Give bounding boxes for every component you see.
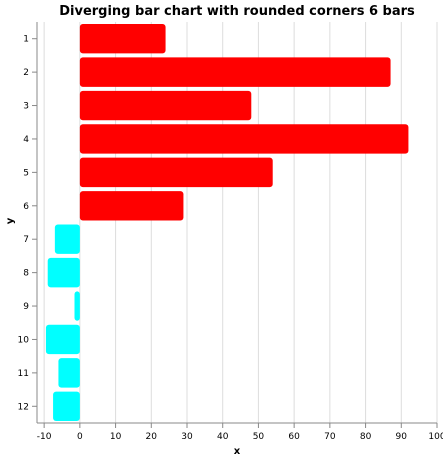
y-tick-label: 5	[23, 168, 29, 178]
bar	[79, 57, 391, 87]
bar	[47, 257, 80, 288]
y-tick-label: 8	[23, 269, 29, 279]
x-tick-label: 10	[110, 432, 122, 442]
y-tick-label: 3	[23, 102, 29, 112]
y-tick-label: 2	[23, 68, 29, 78]
y-axis-title: y	[5, 217, 16, 224]
y-tick-label: 12	[18, 402, 29, 412]
x-tick-label: 0	[77, 432, 83, 442]
x-tick-label: 100	[428, 432, 443, 442]
y-tick-label: 9	[23, 302, 29, 312]
x-tick-label: 60	[288, 432, 300, 442]
x-axis-title: x	[234, 446, 241, 457]
x-tick-label: -10	[37, 432, 52, 442]
bar	[74, 291, 80, 321]
chart-title: Diverging bar chart with rounded corners…	[59, 4, 415, 19]
y-tick-label: 6	[23, 202, 29, 212]
x-tick-label: 70	[324, 432, 336, 442]
bar	[45, 324, 80, 355]
y-tick-label: 10	[18, 335, 30, 345]
grid-layer	[43, 22, 438, 423]
x-tick-label: 90	[396, 432, 408, 442]
x-tick-label: 50	[253, 432, 265, 442]
bar	[79, 157, 273, 188]
bar	[58, 358, 80, 388]
bar	[79, 191, 184, 221]
x-tick-label: 20	[146, 432, 158, 442]
bar	[53, 391, 80, 421]
bar	[79, 24, 166, 54]
bar-layer	[45, 24, 409, 421]
y-tick-label: 11	[18, 369, 29, 379]
x-tick-label: 80	[360, 432, 372, 442]
y-tick-label: 7	[23, 235, 29, 245]
y-tick-label: 4	[23, 135, 29, 145]
y-tick-label: 1	[23, 35, 29, 45]
bar	[79, 124, 409, 154]
x-tick-label: 40	[217, 432, 229, 442]
bar	[79, 90, 252, 121]
bar	[54, 224, 80, 254]
x-tick-label: 30	[181, 432, 193, 442]
